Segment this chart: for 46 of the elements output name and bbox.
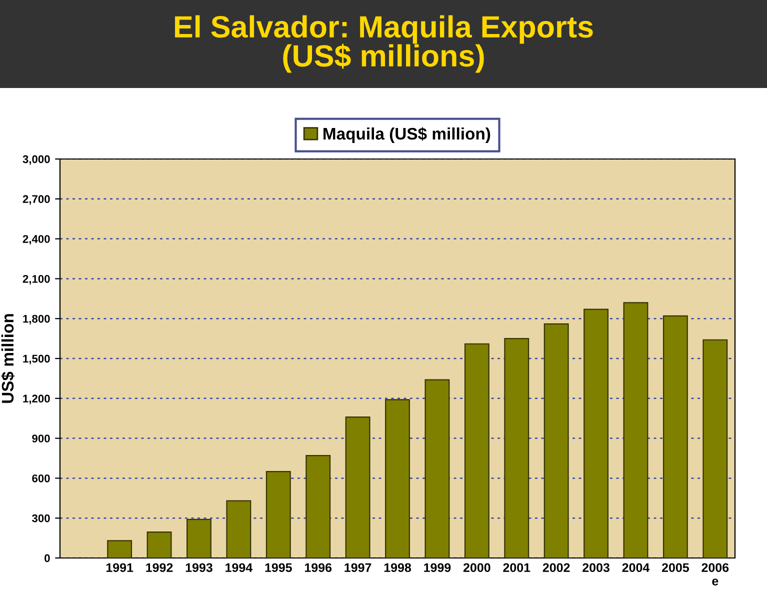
x-tick-label: 1992 <box>146 563 173 572</box>
x-tick-label: 2004 <box>622 563 650 572</box>
bar <box>186 518 212 558</box>
bar <box>226 500 252 558</box>
bar <box>464 343 490 558</box>
y-tick-label: 0 <box>44 554 50 562</box>
y-axis-title: US$ million <box>1 314 15 403</box>
x-tick-label: 2005 <box>662 563 689 572</box>
y-tick-label: 3,000 <box>22 155 50 165</box>
bar <box>584 308 608 558</box>
x-tick-label: 1999 <box>424 563 451 572</box>
x-tick-label: 2002 <box>542 563 570 572</box>
y-tick-label: 900 <box>32 434 50 442</box>
bar <box>107 540 132 558</box>
bar <box>424 379 450 558</box>
bar <box>385 399 410 558</box>
bar <box>306 455 331 558</box>
bar <box>504 338 530 558</box>
x-tick-label: 2001 <box>503 563 530 572</box>
bar <box>702 339 728 558</box>
x-tick-label: 1997 <box>344 563 372 572</box>
y-tick-label: 300 <box>32 514 50 522</box>
y-tick-label: 2,100 <box>22 274 50 284</box>
chart-title: El Salvador: Maquila Exports (US$ millions) <box>175 15 593 73</box>
x-tick-label: 1996 <box>304 563 332 572</box>
y-tick-label: 1,500 <box>23 354 50 364</box>
y-tick-label: 2,400 <box>22 235 50 245</box>
x-tick-label: 2000 <box>463 563 490 572</box>
x-tick-label: 2003 <box>582 563 610 572</box>
y-tick-label: 2,700 <box>22 195 50 205</box>
bar <box>623 302 648 558</box>
bar <box>544 323 569 558</box>
x-tick-label: 1995 <box>265 563 292 572</box>
x-tick-label: 1991 <box>106 563 134 572</box>
bar <box>146 532 172 558</box>
y-tick-label: 600 <box>32 474 50 482</box>
bar <box>266 470 291 558</box>
x-tick-label: 1998 <box>384 563 412 572</box>
y-tick-label: 1,200 <box>23 394 50 404</box>
x-tick-label: 1993 <box>186 563 212 572</box>
bar <box>345 416 370 558</box>
bar <box>662 315 688 558</box>
legend-label: Maquila (US$ million) <box>324 127 490 143</box>
x-tick-label: 2006 e <box>702 563 729 586</box>
x-tick-label: 1994 <box>226 563 253 572</box>
y-tick-label: 1,800 <box>23 314 50 324</box>
